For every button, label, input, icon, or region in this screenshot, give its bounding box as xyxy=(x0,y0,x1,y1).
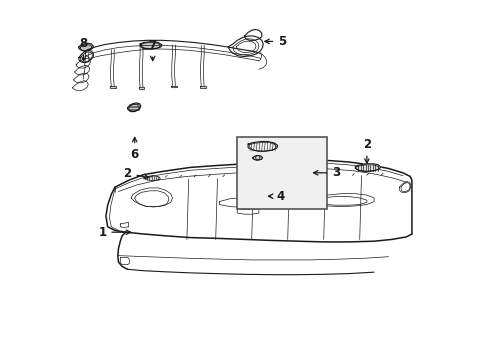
Text: 8: 8 xyxy=(79,37,87,60)
Text: 6: 6 xyxy=(130,138,139,161)
Polygon shape xyxy=(200,86,205,88)
Text: 5: 5 xyxy=(264,35,286,48)
Polygon shape xyxy=(127,103,141,112)
Polygon shape xyxy=(355,164,380,171)
Text: 7: 7 xyxy=(148,39,157,60)
Polygon shape xyxy=(139,87,144,89)
Text: 2: 2 xyxy=(123,167,148,180)
Bar xyxy=(237,137,326,209)
Polygon shape xyxy=(110,86,115,88)
Text: 4: 4 xyxy=(268,190,284,203)
Polygon shape xyxy=(145,176,160,181)
Text: 3: 3 xyxy=(313,166,340,179)
Polygon shape xyxy=(140,42,162,49)
Text: 1: 1 xyxy=(98,226,130,239)
Polygon shape xyxy=(79,43,93,51)
Polygon shape xyxy=(252,156,262,160)
Polygon shape xyxy=(171,86,177,87)
Text: 2: 2 xyxy=(362,138,370,163)
